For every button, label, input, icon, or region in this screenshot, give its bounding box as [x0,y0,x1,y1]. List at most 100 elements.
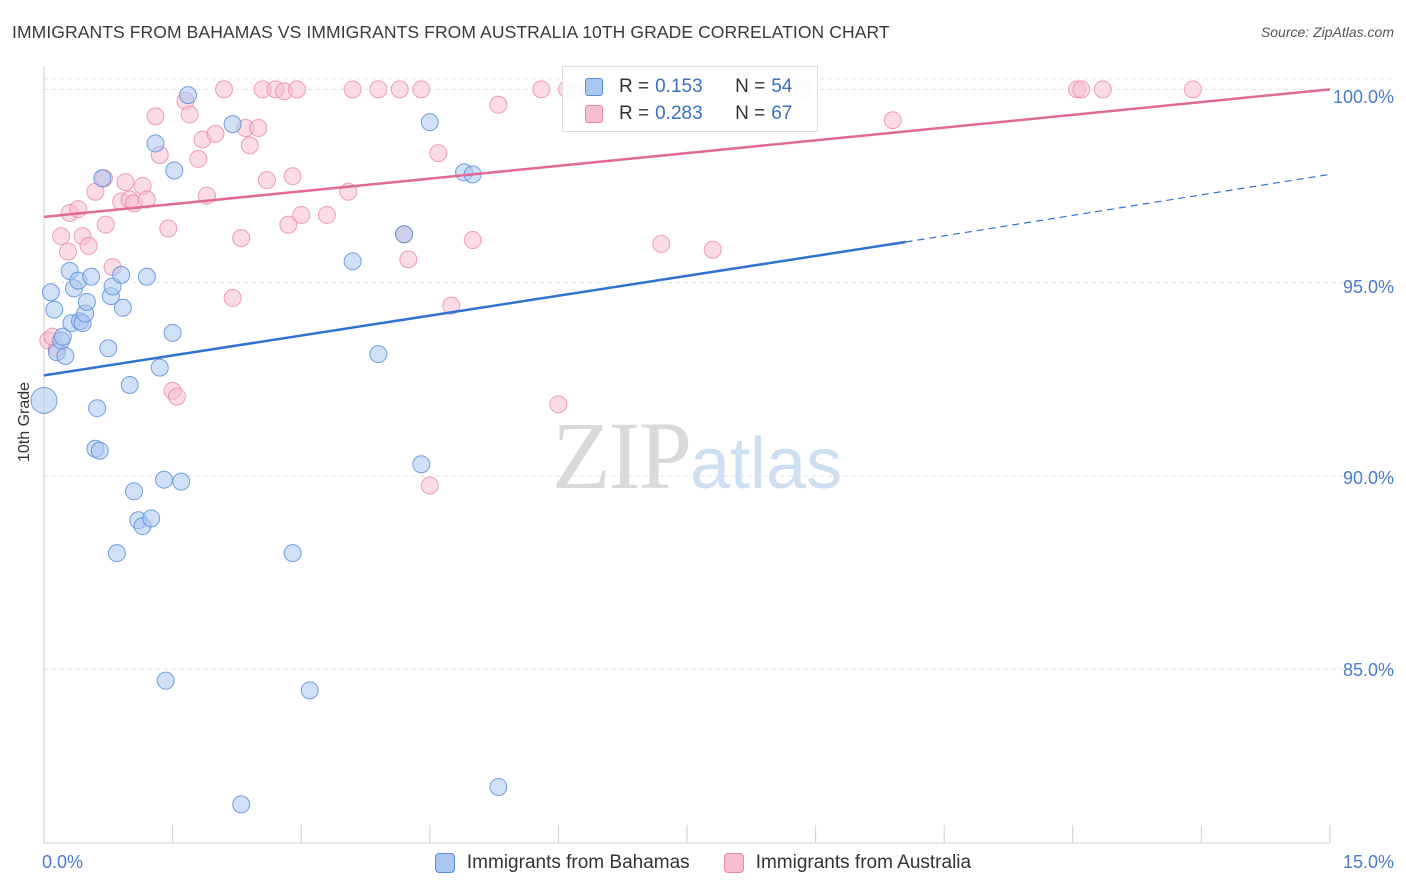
series-australia [39,80,1202,495]
legend-item-bahamas[interactable]: Immigrants from Bahamas [434,852,690,874]
point-bahamas [45,300,64,319]
y-tick-label-85: 85.0% [1342,660,1394,680]
point-australia [215,80,234,99]
legend-n-label: N = [735,103,766,124]
point-australia [240,136,259,155]
point-bahamas [120,375,139,394]
trend-line-australia [43,88,1331,219]
point-australia [429,144,448,163]
chart-title: IMMIGRANTS FROM BAHAMAS VS IMMIGRANTS FR… [12,22,890,42]
point-australia [116,173,135,192]
legend-swatch-australia [585,105,603,123]
point-australia [489,95,508,114]
gridlines [44,78,1395,670]
legend-swatch-australia [723,853,744,873]
point-bahamas [112,265,131,284]
point-bahamas [146,134,165,153]
point-bahamas [223,115,242,134]
point-bahamas [56,347,75,366]
point-bahamas [53,327,72,346]
point-australia [390,80,409,99]
point-bahamas [163,323,182,342]
point-australia [180,105,199,124]
series-bahamas [30,80,812,814]
point-australia [159,219,178,238]
point-australia [257,171,276,190]
point-bahamas [179,86,198,105]
point-australia [343,80,362,99]
point-bahamas [412,455,431,474]
point-bahamas [232,795,251,814]
point-australia [232,229,251,248]
point-australia [137,190,156,209]
x-tick-label-max: 15.0% [1342,852,1394,872]
point-bahamas [395,225,414,244]
point-bahamas [369,345,388,364]
point-australia [223,289,242,308]
legend-label-bahamas: Immigrants from Bahamas [466,852,690,873]
trend-lines [43,88,1331,377]
point-australia [399,250,418,269]
point-australia [283,167,302,186]
point-australia [249,118,268,137]
point-australia [189,149,208,168]
point-australia [420,476,439,495]
point-bahamas [82,267,101,286]
legend-row-bahamas: R = 0.153 N = 54 [585,74,792,100]
point-bahamas [300,681,319,700]
y-tick-label-90: 90.0% [1342,468,1394,488]
legend-n-value: 54 [771,76,793,97]
point-bahamas [489,777,508,796]
point-bahamas [172,472,191,491]
point-australia [442,296,461,315]
point-australia [79,236,98,255]
legend-r-label: R = [619,76,650,97]
point-australia [59,242,78,261]
point-bahamas [113,298,132,317]
point-bahamas [99,339,118,358]
point-bahamas [155,470,174,489]
legend-swatch-bahamas [434,853,455,873]
point-bahamas [165,161,184,180]
point-bahamas [125,482,144,501]
point-australia [317,205,336,224]
point-australia [703,240,722,259]
point-australia [52,227,71,246]
point-bahamas [30,386,58,414]
legend-r-label: R = [619,103,650,124]
point-australia [206,124,225,143]
y-axis-label: 10th Grade [16,381,33,462]
point-australia [1093,80,1112,99]
point-australia [146,107,165,126]
trend-line-bahamas-extension [905,173,1331,243]
point-bahamas [137,267,156,286]
point-australia [279,215,298,234]
legend-swatch-bahamas [585,78,603,96]
legend-label-australia: Immigrants from Australia [755,852,972,873]
point-australia [412,80,431,99]
point-australia [652,234,671,253]
point-bahamas [156,671,175,690]
point-bahamas [107,544,126,563]
point-australia [292,205,311,224]
legend-n-label: N = [735,76,766,97]
point-bahamas [88,399,107,418]
point-australia [287,80,306,99]
watermark-atlas: atlas [690,424,843,504]
trend-line-bahamas [43,240,906,377]
point-bahamas [420,113,439,132]
point-bahamas [343,252,362,271]
watermark-zip: ZIP [552,402,692,509]
legend-item-australia[interactable]: Immigrants from Australia [723,852,972,874]
legend-n-value: 67 [771,103,793,124]
point-australia [549,395,568,414]
point-australia [1072,80,1091,99]
point-australia [167,387,186,406]
point-australia [369,80,388,99]
point-bahamas [283,544,302,563]
y-tick-label-95: 95.0% [1342,277,1394,297]
legend-r-value: 0.283 [655,103,703,124]
point-australia [96,215,115,234]
point-bahamas [142,509,161,528]
